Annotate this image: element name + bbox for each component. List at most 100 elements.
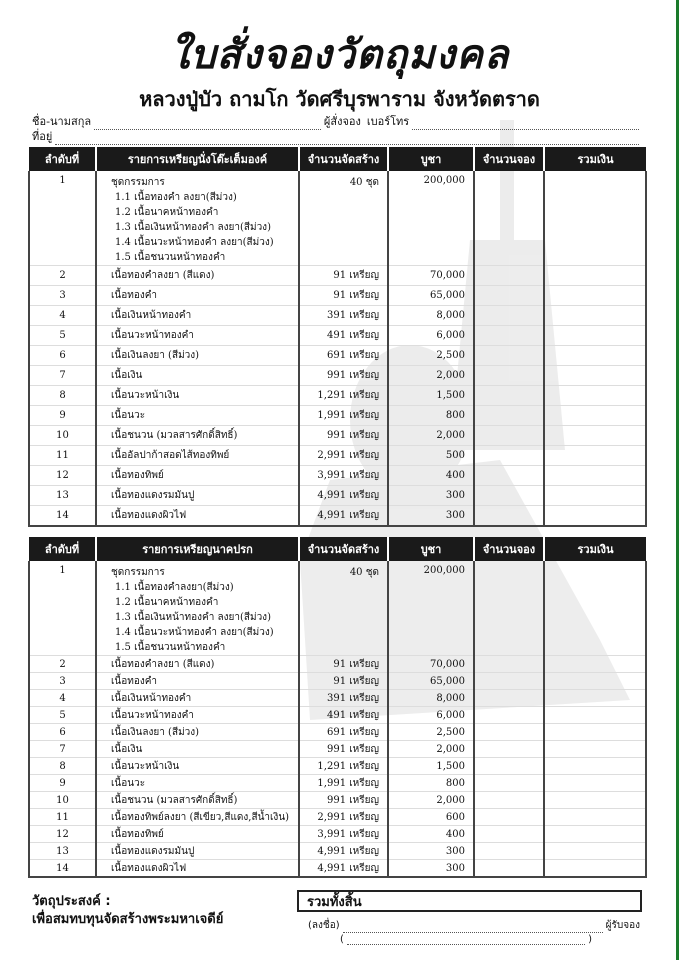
table-row: 1 ชุดกรรมการ 1.1 เนื้อทองคำลงยา(สีม่วง) 1.2… [28, 561, 647, 656]
cell-reserved[interactable] [473, 265, 545, 286]
table-row: 8 เนื้อนวะหน้าเงิน 1,291 เหรียญ 1,500 [28, 385, 647, 406]
cell-total[interactable] [543, 445, 647, 466]
cell-reserved[interactable] [473, 425, 545, 446]
cell-total[interactable] [543, 405, 647, 426]
cell-qty: 40 ชุด [298, 171, 389, 266]
item-name: เนื้อเงินหน้าทองคำ [111, 692, 192, 704]
cell-total[interactable] [543, 325, 647, 346]
cell-seq: 6 [28, 723, 97, 741]
cell-item: เนื้อทองแดงผิวไฟ [95, 859, 300, 878]
cell-price: 2,000 [387, 365, 475, 386]
sub-item: 1.2 เนื้อนาคหน้าทองคำ [115, 597, 219, 608]
cell-reserved[interactable] [473, 305, 545, 326]
cell-total[interactable] [543, 365, 647, 386]
printed-name-field[interactable] [346, 934, 586, 945]
cell-total[interactable] [543, 305, 647, 326]
cell-total[interactable] [543, 485, 647, 506]
cell-total[interactable] [543, 505, 647, 527]
cell-reserved[interactable] [473, 285, 545, 306]
cell-reserved[interactable] [473, 485, 545, 506]
cell-reserved[interactable] [473, 842, 545, 860]
cell-reserved[interactable] [473, 655, 545, 673]
cell-total[interactable] [543, 561, 647, 656]
address-label: ที่อยู่ [32, 130, 53, 143]
cell-price: 2,500 [387, 723, 475, 741]
table-row: 12 เนื้อทองทิพย์ 3,991 เหรียญ 400 [28, 825, 647, 843]
column-header-total: รวมเงิน [543, 537, 646, 561]
cell-total[interactable] [543, 757, 647, 775]
table-row: 5 เนื้อนวะหน้าทองคำ 491 เหรียญ 6,000 [28, 706, 647, 724]
cell-reserved[interactable] [473, 774, 545, 792]
cell-total[interactable] [543, 706, 647, 724]
address-field[interactable] [55, 134, 639, 145]
cell-reserved[interactable] [473, 808, 545, 826]
sub-item: 1.1 เนื้อทองคำ ลงยา(สีม่วง) [115, 192, 237, 203]
cell-total[interactable] [543, 385, 647, 406]
table-row: 6 เนื้อเงินลงยา (สีม่วง) 691 เหรียญ 2,500 [28, 345, 647, 366]
cell-total[interactable] [543, 825, 647, 843]
cell-total[interactable] [543, 655, 647, 673]
cell-reserved[interactable] [473, 405, 545, 426]
cell-reserved[interactable] [473, 825, 545, 843]
cell-item: เนื้อนวะหน้าเงิน [95, 385, 300, 406]
cell-reserved[interactable] [473, 365, 545, 386]
cell-total[interactable] [543, 171, 647, 266]
cell-reserved[interactable] [473, 740, 545, 758]
cell-total[interactable] [543, 808, 647, 826]
cell-seq: 3 [28, 672, 97, 690]
cell-qty: 91 เหรียญ [298, 655, 389, 673]
cell-seq: 11 [28, 445, 97, 466]
column-header-qty: จำนวนจัดสร้าง [298, 537, 388, 561]
cell-qty: 3,991 เหรียญ [298, 825, 389, 843]
cell-total[interactable] [543, 672, 647, 690]
cell-total[interactable] [543, 265, 647, 286]
cell-reserved[interactable] [473, 505, 545, 527]
cell-qty: 1,991 เหรียญ [298, 405, 389, 426]
cell-total[interactable] [543, 465, 647, 486]
item-name: เนื้อทองคำ [111, 290, 158, 301]
cell-total[interactable] [543, 723, 647, 741]
cell-reserved[interactable] [473, 345, 545, 366]
cell-total[interactable] [543, 774, 647, 792]
cell-reserved[interactable] [473, 465, 545, 486]
cell-reserved[interactable] [473, 706, 545, 724]
item-name: เนื้อเงิน [111, 370, 143, 381]
phone-field[interactable] [412, 119, 640, 130]
cell-total[interactable] [543, 345, 647, 366]
name-field[interactable] [94, 119, 321, 130]
cell-reserved[interactable] [473, 561, 545, 656]
cell-qty: 4,991 เหรียญ [298, 859, 389, 878]
cell-reserved[interactable] [473, 723, 545, 741]
item-name: เนื้อนวะหน้าทองคำ [111, 709, 194, 721]
cell-seq: 5 [28, 706, 97, 724]
cell-reserved[interactable] [473, 385, 545, 406]
cell-reserved[interactable] [473, 757, 545, 775]
sub-item: 1.4 เนื้อนวะหน้าทองคำ ลงยา(สีม่วง) [115, 627, 274, 638]
cell-reserved[interactable] [473, 325, 545, 346]
cell-reserved[interactable] [473, 672, 545, 690]
item-name: ชุดกรรมการ [111, 177, 165, 188]
cell-total[interactable] [543, 791, 647, 809]
grand-total-box[interactable]: รวมทั้งสิ้น [297, 890, 642, 912]
table-row: 13 เนื้อทองแดงรมมันปู 4,991 เหรียญ 300 [28, 485, 647, 506]
cell-total[interactable] [543, 689, 647, 707]
cell-reserved[interactable] [473, 791, 545, 809]
cell-total[interactable] [543, 859, 647, 878]
cell-total[interactable] [543, 842, 647, 860]
cell-reserved[interactable] [473, 445, 545, 466]
cell-total[interactable] [543, 740, 647, 758]
cell-total[interactable] [543, 285, 647, 306]
cell-reserved[interactable] [473, 689, 545, 707]
cell-total[interactable] [543, 425, 647, 446]
cell-item: เนื้อทองคำ [95, 285, 300, 306]
cell-qty: 4,991 เหรียญ [298, 485, 389, 506]
item-name: เนื้อนวะหน้าเงิน [111, 760, 180, 772]
table-row: 10 เนื้อชนวน (มวลสารศักดิ์สิทธิ์) 991 เหรี… [28, 791, 647, 809]
signature-field[interactable] [342, 922, 603, 933]
orderer-label: ผู้สั่งจอง [323, 115, 361, 128]
cell-price: 2,000 [387, 740, 475, 758]
cell-reserved[interactable] [473, 859, 545, 878]
cell-price: 2,000 [387, 791, 475, 809]
cell-reserved[interactable] [473, 171, 545, 266]
cell-price: 500 [387, 445, 475, 466]
